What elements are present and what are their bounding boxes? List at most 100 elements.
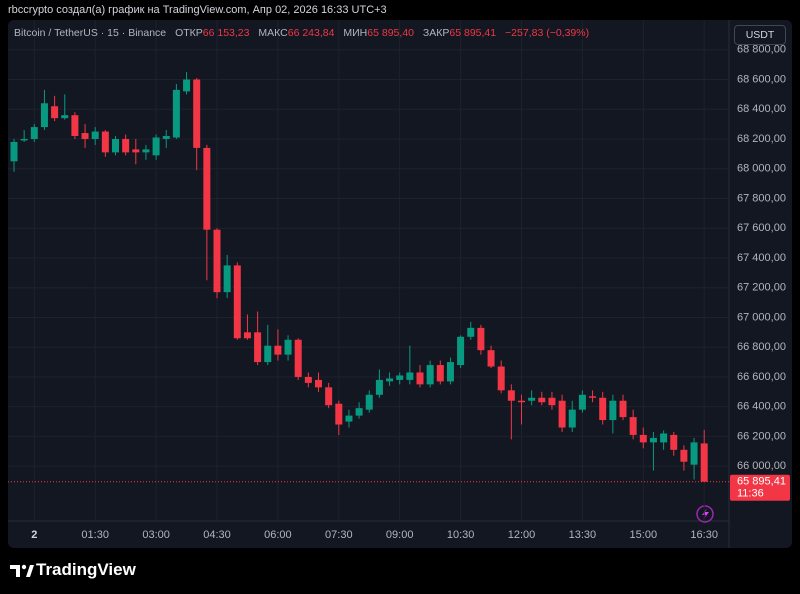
candle-body: [203, 147, 211, 230]
candle-body: [589, 396, 597, 398]
candle-body: [386, 378, 394, 382]
candle-body: [538, 397, 546, 403]
candle-body: [446, 362, 454, 382]
price-tag-countdown: 11:36: [737, 488, 764, 500]
candle-body: [416, 372, 424, 385]
candle-body: [325, 387, 333, 406]
candle-body: [660, 433, 668, 443]
candle-body: [172, 89, 180, 138]
low-label: МИН: [343, 27, 368, 39]
candle-body: [345, 415, 353, 422]
candle-body: [355, 408, 363, 416]
x-tick-label: 06:00: [264, 529, 292, 541]
price-tag: [730, 474, 790, 501]
candle-body: [487, 350, 495, 367]
candle-body: [396, 375, 404, 380]
alert-icon[interactable]: [696, 505, 714, 523]
open-label: ОТКР: [175, 27, 203, 39]
candle-body: [71, 115, 79, 137]
candle-body: [629, 417, 637, 435]
candle-body: [193, 79, 201, 148]
x-tick-label: 01:30: [81, 529, 109, 541]
candle-body: [518, 400, 525, 403]
candle-body: [264, 345, 272, 363]
candle-body: [81, 133, 89, 139]
candle-body: [61, 115, 69, 119]
candle-body: [254, 332, 262, 363]
candle-body: [599, 397, 607, 421]
candle-body: [639, 434, 647, 443]
price-tag-label: 65 895,41: [737, 476, 786, 488]
candle-body: [680, 449, 688, 462]
logo-mark: [26, 565, 34, 577]
candle-body: [122, 138, 130, 153]
x-tick-label: 2: [31, 529, 37, 541]
y-tick-label: 66 200,00: [737, 430, 786, 442]
y-tick-label: 68 200,00: [737, 133, 786, 145]
legend: Bitcoin / TetherUS · 15 · Binance ОТКР66…: [14, 27, 595, 39]
low-value: 65 895,40: [367, 27, 414, 39]
x-tick-label: 16:30: [690, 529, 718, 541]
candle-body: [548, 397, 556, 406]
candle-body: [183, 79, 191, 92]
candle-body: [426, 365, 434, 385]
y-tick-label: 68 400,00: [737, 103, 786, 115]
candle-body: [375, 379, 383, 395]
candle-body: [670, 434, 678, 450]
high-label: МАКС: [258, 27, 288, 39]
candle-body: [223, 265, 231, 293]
candle-body: [30, 127, 38, 139]
candle-body: [436, 365, 444, 382]
candle-body: [132, 149, 140, 153]
candle-body: [609, 400, 617, 421]
candle-body: [497, 366, 505, 391]
candle-body: [304, 376, 312, 383]
alert-ring[interactable]: [696, 505, 714, 523]
candle-body: [274, 345, 282, 355]
candle-body: [578, 394, 586, 410]
brand: TradingView: [36, 560, 136, 579]
candle-body: [152, 137, 160, 156]
y-tick-label: 66 400,00: [737, 401, 786, 413]
candle-body: [10, 141, 18, 162]
x-tick-label: 09:00: [386, 529, 414, 541]
y-tick-label: 67 800,00: [737, 192, 786, 204]
candle-body: [162, 136, 170, 139]
high-value: 66 243,84: [287, 27, 335, 39]
symbol: Bitcoin / TetherUS · 15 · Binance: [14, 27, 167, 39]
publish-info: rbccrypto создал(а) график на TradingVie…: [8, 4, 387, 16]
currency-button[interactable]: USDT: [734, 25, 786, 45]
candle-body: [284, 339, 292, 355]
candle-body: [51, 106, 59, 119]
y-tick-label: 67 600,00: [737, 222, 786, 234]
x-tick-label: 12:00: [508, 529, 536, 541]
candle-body: [649, 437, 657, 443]
candle-body: [558, 400, 566, 428]
x-tick-label: 10:30: [447, 529, 475, 541]
y-tick-label: 66 000,00: [737, 460, 786, 472]
candle-body: [213, 229, 221, 293]
candle-body: [507, 390, 515, 401]
candle-body: [457, 336, 465, 366]
candle-body: [112, 138, 119, 153]
candle-body: [690, 442, 698, 465]
open-value: 66 153,23: [202, 27, 250, 39]
candle-body: [294, 339, 302, 377]
y-tick-label: 68 800,00: [737, 44, 786, 56]
candle-body: [619, 400, 627, 418]
x-tick-label: 07:30: [325, 529, 353, 541]
y-tick-label: 68 000,00: [737, 163, 786, 175]
x-tick-label: 03:00: [142, 529, 170, 541]
candle-body: [142, 149, 150, 153]
change: −257,83 (−0,39%): [505, 27, 590, 39]
close-label: ЗАКР: [422, 27, 450, 39]
candle-body: [91, 131, 99, 139]
logo-mark: [10, 565, 20, 577]
y-tick-label: 67 000,00: [737, 311, 786, 323]
candle-body: [315, 379, 322, 388]
candle-body: [101, 131, 109, 153]
alert-bolt[interactable]: [702, 508, 709, 520]
candle-body: [528, 397, 536, 401]
y-tick-label: 67 200,00: [737, 282, 786, 294]
